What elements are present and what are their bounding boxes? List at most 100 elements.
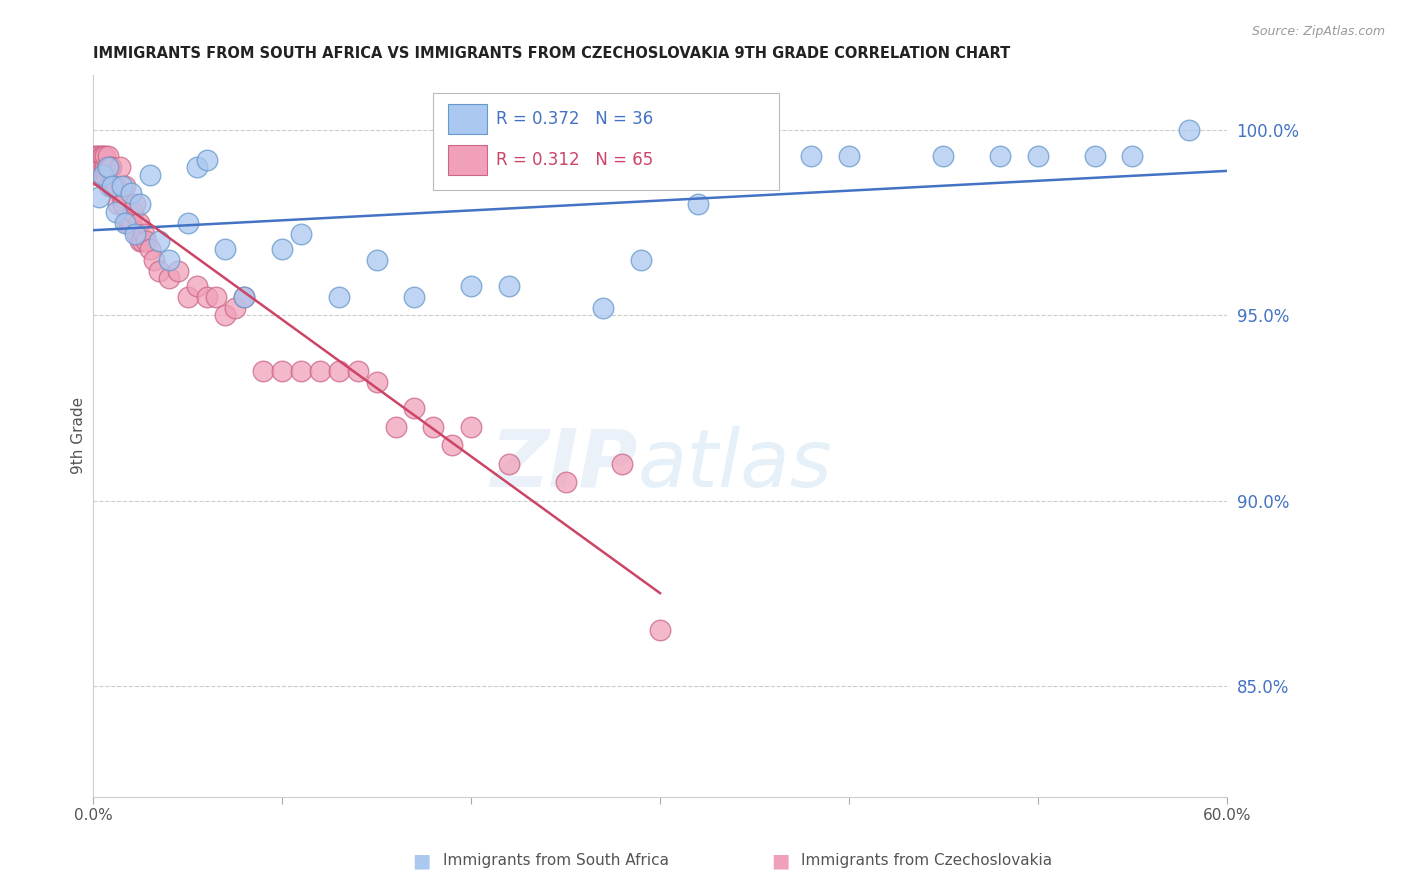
Point — [124, 197, 146, 211]
Point — [988, 149, 1011, 163]
Text: atlas: atlas — [637, 425, 832, 504]
Point — [290, 227, 312, 241]
Point — [686, 197, 709, 211]
FancyBboxPatch shape — [433, 93, 779, 190]
Text: ZIP: ZIP — [489, 425, 637, 504]
Point — [112, 197, 135, 211]
Point — [120, 186, 142, 201]
Point — [346, 364, 368, 378]
Point — [107, 197, 129, 211]
Point — [96, 161, 118, 175]
Point — [96, 168, 118, 182]
Point — [148, 235, 170, 249]
Point — [120, 216, 142, 230]
Point — [498, 278, 520, 293]
Point — [1084, 149, 1107, 163]
Point — [404, 290, 426, 304]
Point — [97, 161, 120, 175]
Text: Immigrants from Czechoslovakia: Immigrants from Czechoslovakia — [801, 854, 1053, 868]
Point — [98, 161, 121, 175]
Text: ■: ■ — [412, 851, 432, 871]
Point — [84, 149, 107, 163]
Point — [91, 149, 114, 163]
Point — [157, 252, 180, 267]
Point — [110, 190, 132, 204]
Point — [167, 264, 190, 278]
Point — [108, 161, 131, 175]
Point — [84, 161, 107, 175]
Point — [114, 216, 136, 230]
Point — [101, 178, 124, 193]
Point — [139, 242, 162, 256]
Point — [186, 161, 208, 175]
Point — [205, 290, 228, 304]
Point — [328, 290, 350, 304]
Point — [233, 290, 256, 304]
Point — [1178, 123, 1201, 137]
Point — [87, 190, 110, 204]
Point — [176, 290, 198, 304]
Point — [328, 364, 350, 378]
Point — [441, 438, 464, 452]
Point — [592, 301, 614, 315]
Point — [176, 216, 198, 230]
Point — [91, 168, 114, 182]
Point — [103, 178, 125, 193]
Text: Immigrants from South Africa: Immigrants from South Africa — [443, 854, 669, 868]
Point — [90, 161, 112, 175]
Point — [90, 149, 112, 163]
Point — [498, 457, 520, 471]
Point — [384, 419, 406, 434]
Point — [87, 149, 110, 163]
Point — [252, 364, 274, 378]
Point — [195, 290, 218, 304]
Point — [100, 161, 122, 175]
Point — [932, 149, 955, 163]
Point — [366, 375, 388, 389]
Point — [87, 168, 110, 182]
FancyBboxPatch shape — [449, 145, 486, 175]
Point — [93, 161, 115, 175]
Point — [460, 278, 482, 293]
Point — [110, 178, 132, 193]
Point — [366, 252, 388, 267]
Y-axis label: 9th Grade: 9th Grade — [72, 397, 86, 475]
Point — [271, 364, 294, 378]
Point — [224, 301, 246, 315]
Point — [89, 161, 111, 175]
Point — [148, 264, 170, 278]
Point — [214, 242, 236, 256]
Point — [131, 235, 153, 249]
FancyBboxPatch shape — [449, 103, 486, 134]
Point — [93, 161, 115, 175]
Point — [1121, 149, 1143, 163]
Point — [104, 178, 127, 193]
Point — [404, 401, 426, 415]
Point — [134, 227, 156, 241]
Point — [129, 235, 152, 249]
Point — [233, 290, 256, 304]
Point — [97, 149, 120, 163]
Point — [422, 419, 444, 434]
Point — [86, 149, 108, 163]
Point — [114, 178, 136, 193]
Point — [214, 309, 236, 323]
Point — [800, 149, 823, 163]
Point — [157, 271, 180, 285]
Point — [125, 227, 148, 241]
Point — [94, 149, 117, 163]
Point — [195, 153, 218, 167]
Point — [630, 252, 652, 267]
Point — [142, 252, 165, 267]
Point — [309, 364, 332, 378]
Point — [460, 419, 482, 434]
Point — [129, 197, 152, 211]
Point — [104, 204, 127, 219]
Point — [128, 216, 150, 230]
Point — [118, 216, 141, 230]
Text: R = 0.372   N = 36: R = 0.372 N = 36 — [496, 110, 652, 128]
Point — [186, 278, 208, 293]
Text: ■: ■ — [770, 851, 790, 871]
Text: Source: ZipAtlas.com: Source: ZipAtlas.com — [1251, 25, 1385, 38]
Point — [115, 216, 138, 230]
